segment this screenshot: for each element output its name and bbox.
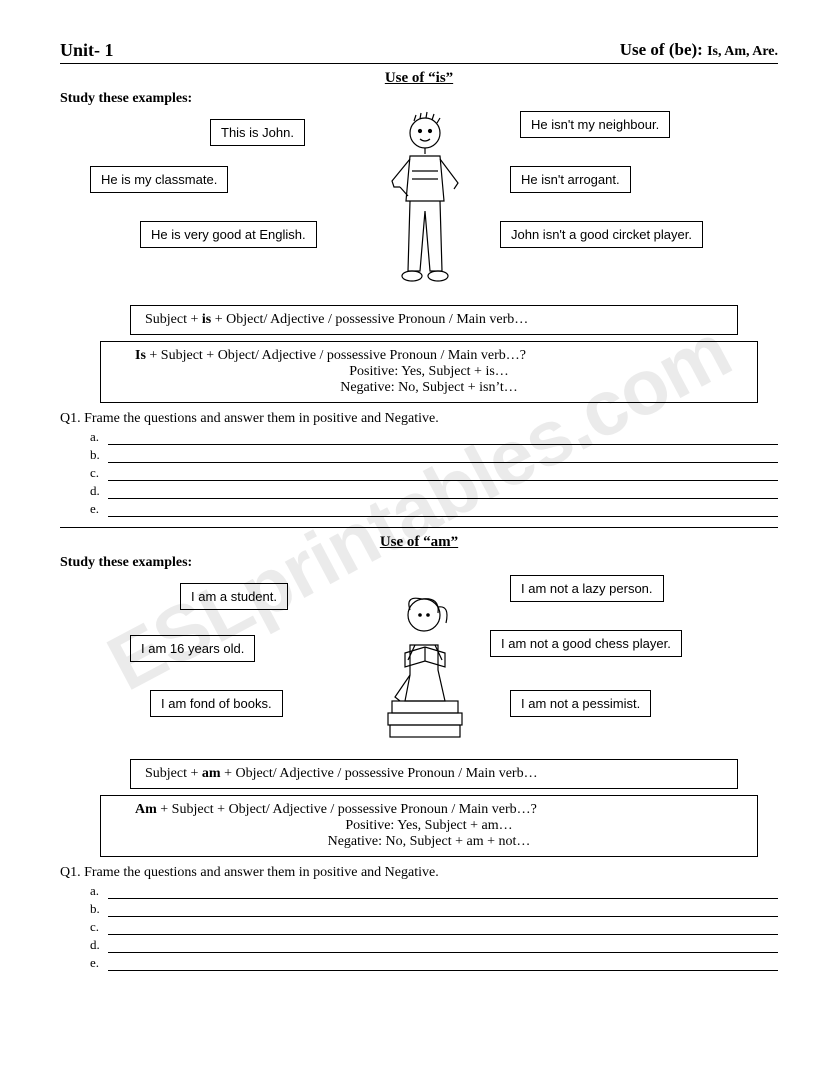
answer-lines-am: a. b. c. d. e.	[90, 883, 778, 971]
bubble-is-4: He isn't my neighbour.	[520, 111, 670, 138]
blank-line[interactable]	[108, 484, 778, 499]
blank-line[interactable]	[108, 466, 778, 481]
label-am-b: b.	[90, 901, 108, 917]
examples-am: I am a student. I am 16 years old. I am …	[60, 575, 778, 755]
formula-is-q-line1: + Subject + Object/ Adjective / possessi…	[146, 348, 526, 363]
header-right: Use of (be): Is, Am, Are.	[620, 40, 778, 61]
label-is-e: e.	[90, 501, 108, 517]
formula-am-q-bold: Am	[135, 802, 157, 817]
formula-am-statement: Subject + am + Object/ Adjective / posse…	[130, 759, 738, 789]
be-forms: Is, Am, Are.	[707, 44, 778, 59]
formula-is-statement: Subject + is + Object/ Adjective / posse…	[130, 305, 738, 335]
label-is-d: d.	[90, 483, 108, 499]
bubble-am-2: I am 16 years old.	[130, 635, 255, 662]
use-of-be: Use of (be):	[620, 40, 707, 59]
bubble-is-2: He is my classmate.	[90, 166, 228, 193]
answer-lines-is: a. b. c. d. e.	[90, 429, 778, 517]
formula-am-question: Am + Subject + Object/ Adjective / posse…	[100, 795, 758, 857]
formula-am-pre: Subject +	[145, 766, 202, 781]
label-is-c: c.	[90, 465, 108, 481]
bubble-am-4: I am not a lazy person.	[510, 575, 664, 602]
unit-label: Unit- 1	[60, 40, 114, 61]
formula-am-q-line1: + Subject + Object/ Adjective / possessi…	[157, 802, 537, 817]
study-am: Study these examples:	[60, 555, 778, 571]
question-is: Q1. Frame the questions and answer them …	[60, 411, 778, 427]
bubble-is-5: He isn't arrogant.	[510, 166, 631, 193]
blank-line[interactable]	[108, 884, 778, 899]
formula-is-pre: Subject +	[145, 312, 202, 327]
label-am-c: c.	[90, 919, 108, 935]
blank-line[interactable]	[108, 920, 778, 935]
bubble-is-6: John isn't a good circket player.	[500, 221, 703, 248]
boy-icon	[370, 111, 480, 296]
formula-is-question: Is + Subject + Object/ Adjective / posse…	[100, 341, 758, 403]
formula-am-negative: Negative: No, Subject + am + not…	[115, 834, 743, 850]
formula-am-bold: am	[202, 766, 221, 781]
formula-am-post: + Object/ Adjective / possessive Pronoun…	[221, 766, 538, 781]
bubble-is-3: He is very good at English.	[140, 221, 317, 248]
blank-line[interactable]	[108, 448, 778, 463]
bubble-am-1: I am a student.	[180, 583, 288, 610]
bubble-is-1: This is John.	[210, 119, 305, 146]
formula-is-bold: is	[202, 312, 211, 327]
page-header: Unit- 1 Use of (be): Is, Am, Are.	[60, 40, 778, 64]
section-is-title: Use of “is”	[60, 70, 778, 87]
bubble-am-5: I am not a good chess player.	[490, 630, 682, 657]
study-is: Study these examples:	[60, 91, 778, 107]
examples-is: This is John. He is my classmate. He is …	[60, 111, 778, 301]
formula-am-positive: Positive: Yes, Subject + am…	[115, 818, 743, 834]
question-am: Q1. Frame the questions and answer them …	[60, 865, 778, 881]
blank-line[interactable]	[108, 938, 778, 953]
label-am-e: e.	[90, 955, 108, 971]
label-am-d: d.	[90, 937, 108, 953]
formula-is-post: + Object/ Adjective / possessive Pronoun…	[211, 312, 528, 327]
blank-line[interactable]	[108, 502, 778, 517]
girl-reading-icon	[360, 575, 480, 750]
label-is-a: a.	[90, 429, 108, 445]
blank-line[interactable]	[108, 902, 778, 917]
bubble-am-3: I am fond of books.	[150, 690, 283, 717]
label-is-b: b.	[90, 447, 108, 463]
bubble-am-6: I am not a pessimist.	[510, 690, 651, 717]
blank-line[interactable]	[108, 956, 778, 971]
formula-is-q-bold: Is	[135, 348, 146, 363]
section-divider	[60, 527, 778, 528]
section-am-title: Use of “am”	[60, 534, 778, 551]
blank-line[interactable]	[108, 430, 778, 445]
label-am-a: a.	[90, 883, 108, 899]
formula-is-negative: Negative: No, Subject + isn’t…	[115, 380, 743, 396]
formula-is-positive: Positive: Yes, Subject + is…	[115, 364, 743, 380]
